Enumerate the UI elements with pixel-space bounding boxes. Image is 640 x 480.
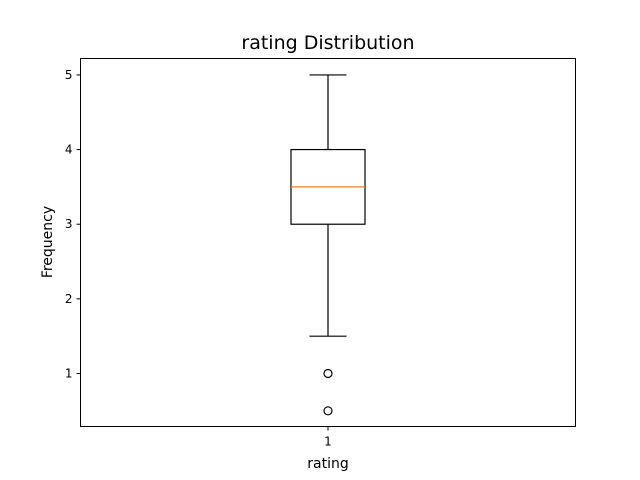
outlier-point (323, 406, 333, 416)
x-axis-ticks: 1 (324, 426, 332, 449)
x-axis-label: rating (307, 456, 348, 472)
y-tick-label: 1 (65, 367, 73, 381)
y-tick-label: 5 (65, 68, 73, 82)
x-tick-label: 1 (324, 435, 332, 449)
y-tick-label: 3 (65, 217, 73, 231)
outlier-point (323, 368, 333, 379)
y-axis-ticks: 1 2 3 4 5 (65, 68, 81, 381)
y-tick-label: 2 (65, 292, 73, 306)
y-axis-label: Frequency (40, 206, 56, 278)
box-plot-series (290, 74, 366, 416)
y-tick-label: 4 (65, 143, 73, 157)
chart-title: rating Distribution (241, 32, 414, 54)
